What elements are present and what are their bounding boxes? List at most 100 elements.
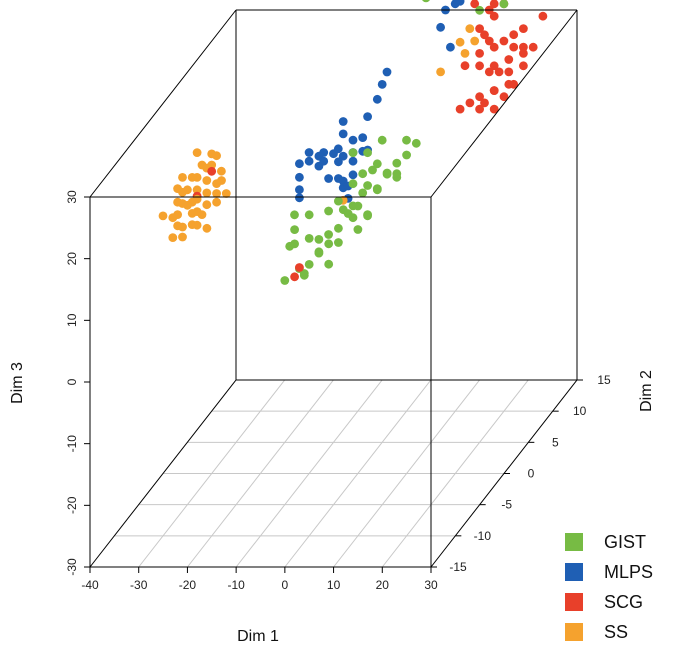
legend-label-mlps: MLPS xyxy=(604,562,653,582)
data-point-gist xyxy=(392,169,401,178)
data-point-mlps xyxy=(334,144,343,153)
y-tick-label: 5 xyxy=(552,435,559,449)
data-point-scg xyxy=(461,61,470,70)
data-point-ss xyxy=(193,148,202,157)
data-point-ss xyxy=(178,233,187,242)
data-point-gist xyxy=(373,184,382,193)
data-point-gist xyxy=(305,260,314,269)
data-point-ss xyxy=(456,38,465,47)
x-tick-label: 10 xyxy=(327,578,341,592)
data-point-scg xyxy=(504,68,513,77)
z-tick-label: 20 xyxy=(65,252,79,266)
data-point-gist xyxy=(344,209,353,218)
data-point-gist xyxy=(412,139,421,148)
data-point-mlps xyxy=(295,193,304,202)
data-point-ss xyxy=(465,24,474,33)
data-point-scg xyxy=(466,99,475,108)
data-points xyxy=(159,0,548,285)
z-axis-label: Dim 3 xyxy=(9,362,26,404)
legend-label-ss: SS xyxy=(604,622,628,642)
x-tick-label: -30 xyxy=(130,578,148,592)
x-tick-label: -40 xyxy=(81,578,99,592)
data-point-ss xyxy=(203,224,212,233)
data-point-ss xyxy=(202,200,211,209)
data-point-ss xyxy=(202,189,211,198)
data-point-ss xyxy=(193,195,202,204)
legend-swatch-scg xyxy=(565,593,583,611)
data-point-gist xyxy=(290,210,299,219)
data-point-ss xyxy=(193,221,202,230)
data-point-scg xyxy=(529,43,538,52)
x-tick-label: -10 xyxy=(227,578,245,592)
data-point-gist xyxy=(349,148,358,157)
legend-label-scg: SCG xyxy=(604,592,643,612)
data-point-scg xyxy=(290,272,299,281)
data-point-gist xyxy=(290,225,299,234)
data-point-mlps xyxy=(383,68,392,77)
z-tick-label: 10 xyxy=(65,313,79,327)
data-point-ss xyxy=(168,233,177,242)
y-axis-label: Dim 2 xyxy=(638,370,655,412)
legend: GIST MLPS SCG SS xyxy=(565,532,653,642)
data-point-scg xyxy=(485,68,494,77)
data-point-ss xyxy=(173,184,182,193)
data-point-ss xyxy=(168,213,177,222)
data-point-ss xyxy=(178,199,187,208)
data-point-mlps xyxy=(446,43,455,52)
data-point-ss xyxy=(198,210,207,219)
x-tick-label: 0 xyxy=(282,578,289,592)
y-tick-label: -5 xyxy=(501,498,512,512)
data-point-scg xyxy=(504,55,513,64)
data-point-scg xyxy=(456,105,465,114)
z-tick-label: -30 xyxy=(65,558,79,576)
data-point-mlps xyxy=(358,133,367,142)
data-point-gist xyxy=(285,242,294,251)
data-point-gist xyxy=(378,136,387,145)
y-tick-label: 10 xyxy=(573,404,587,418)
data-point-gist xyxy=(305,210,314,219)
data-point-gist xyxy=(334,238,343,247)
data-point-gist xyxy=(354,225,363,234)
data-point-mlps xyxy=(334,157,343,166)
data-point-mlps xyxy=(436,23,445,32)
data-point-scg xyxy=(519,61,528,70)
data-point-gist xyxy=(324,207,333,216)
data-point-scg xyxy=(495,68,504,77)
data-point-mlps xyxy=(378,80,387,89)
data-point-gist xyxy=(354,202,363,211)
data-point-mlps xyxy=(295,159,304,168)
x-axis-ticks: -40 -30 -20 -10 0 10 20 30 xyxy=(81,567,438,592)
z-tick-label: 30 xyxy=(65,190,79,204)
data-point-ss xyxy=(202,176,211,185)
data-point-gist xyxy=(315,249,324,258)
data-point-gist xyxy=(358,169,367,178)
data-point-mlps xyxy=(451,0,460,8)
data-point-gist xyxy=(402,136,411,145)
x-tick-label: 30 xyxy=(424,578,438,592)
y-tick-label: -10 xyxy=(474,529,492,543)
data-point-mlps xyxy=(305,157,314,166)
legend-swatch-mlps xyxy=(565,563,583,581)
data-point-gist xyxy=(315,235,324,244)
data-point-gist xyxy=(280,276,289,285)
data-point-mlps xyxy=(349,170,358,179)
data-point-mlps xyxy=(349,157,358,166)
y-tick-label: 15 xyxy=(597,373,611,387)
data-point-ss xyxy=(436,68,445,77)
data-point-gist xyxy=(349,179,358,188)
data-point-ss xyxy=(470,37,479,46)
data-point-ss xyxy=(173,221,182,230)
data-point-mlps xyxy=(319,148,328,157)
data-point-gist xyxy=(305,234,314,243)
data-point-mlps xyxy=(295,173,304,182)
data-point-gist xyxy=(324,260,333,269)
data-point-gist xyxy=(324,230,333,239)
legend-swatch-gist xyxy=(565,533,583,551)
data-point-gist xyxy=(402,151,411,160)
data-point-ss xyxy=(178,173,187,182)
data-point-scg xyxy=(490,12,499,21)
z-tick-label: 0 xyxy=(65,378,79,385)
data-point-scg xyxy=(207,167,216,176)
y-tick-label: 0 xyxy=(528,467,535,481)
